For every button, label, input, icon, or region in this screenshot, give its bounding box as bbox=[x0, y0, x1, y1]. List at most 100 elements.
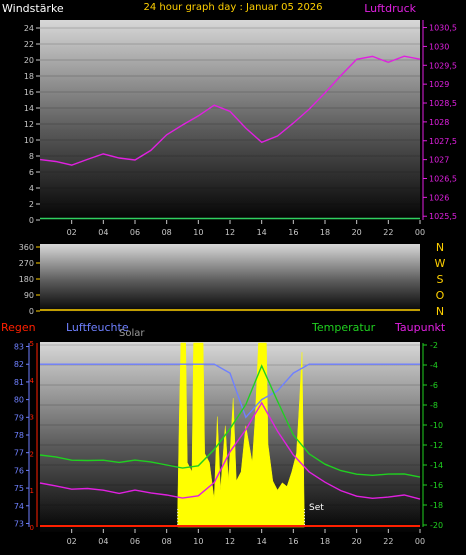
humidity-label: Luftfeuchte bbox=[66, 321, 129, 334]
page-title: 24 hour graph day : Januar 05 2026 bbox=[143, 2, 322, 13]
solar-area bbox=[177, 342, 305, 528]
rain-tick-label: 5 bbox=[30, 340, 34, 348]
temperature-tick-label: -8 bbox=[430, 401, 438, 410]
x-tick-label: 10 bbox=[193, 537, 203, 546]
pressure-label: Luftdruck bbox=[364, 2, 416, 15]
x-tick-label: 00 bbox=[415, 537, 425, 546]
humidity-axis: 73 74 75 76 77 78 79 80 81 82 83 bbox=[14, 343, 30, 528]
wind-speed-label: Windstärke bbox=[2, 2, 64, 15]
y2-tick-label: 1025,5 bbox=[429, 212, 457, 221]
humidity-line bbox=[40, 363, 420, 419]
humidity-tick-label: 83 bbox=[14, 343, 24, 352]
humidity-tick-label: 78 bbox=[14, 431, 24, 440]
temperature-x-axis: 02 04 06 08 10 12 14 16 18 20 22 00 bbox=[67, 529, 425, 546]
x-tick-label: 02 bbox=[67, 228, 77, 237]
x-tick-label: 22 bbox=[383, 537, 393, 546]
humidity-tick-label: 75 bbox=[14, 484, 24, 493]
x-tick-label: 08 bbox=[162, 537, 172, 546]
temperature-series bbox=[39, 363, 421, 527]
compass-label: O bbox=[436, 289, 445, 302]
x-tick-label: 06 bbox=[130, 228, 140, 237]
x-tick-label: 20 bbox=[352, 228, 362, 237]
direction-tick-label: 180 bbox=[19, 275, 34, 284]
x-tick-label: 04 bbox=[98, 228, 108, 237]
humidity-tick-label: 73 bbox=[14, 519, 24, 528]
rain-axis: 0 1 2 3 4 5 bbox=[30, 340, 38, 532]
y-tick-label: 16 bbox=[24, 88, 34, 97]
y-tick-label: 8 bbox=[29, 152, 34, 161]
temperature-tick-label: -10 bbox=[430, 421, 443, 430]
pressure-x-axis: 02 04 06 08 10 12 14 16 18 20 22 00 bbox=[67, 220, 425, 237]
temperature-tick-label: -16 bbox=[430, 481, 443, 490]
y-tick-label: 18 bbox=[24, 72, 34, 81]
wind-direction-plot-area bbox=[40, 244, 420, 312]
direction-tick-label: 270 bbox=[19, 259, 34, 268]
y-tick-label: 20 bbox=[24, 56, 34, 65]
dewpoint-line bbox=[39, 401, 421, 500]
humidity-tick-label: 74 bbox=[14, 502, 24, 511]
x-tick-label: 14 bbox=[257, 537, 267, 546]
temperature-tick-label: -20 bbox=[430, 521, 443, 530]
pressure-plot-area bbox=[40, 20, 420, 220]
temperature-label: Temperatur bbox=[311, 321, 376, 334]
solar-series bbox=[177, 342, 305, 528]
y2-tick-label: 1027,5 bbox=[429, 137, 457, 146]
compass-label: N bbox=[436, 241, 444, 254]
compass-label: N bbox=[436, 305, 444, 318]
sunset-annotation: Set bbox=[309, 503, 324, 513]
y2-tick-label: 1030 bbox=[429, 42, 449, 51]
y-tick-label: 12 bbox=[24, 120, 34, 129]
y2-tick-label: 1028 bbox=[429, 118, 449, 127]
y-tick-label: 24 bbox=[24, 24, 34, 33]
rain-tick-label: 0 bbox=[30, 524, 34, 532]
humidity-tick-label: 81 bbox=[14, 378, 24, 387]
temperature-tick-label: -6 bbox=[430, 381, 438, 390]
humidity-tick-label: 76 bbox=[14, 466, 24, 475]
rain-tick-label: 3 bbox=[30, 414, 34, 422]
y2-tick-label: 1030,5 bbox=[429, 24, 457, 33]
x-tick-label: 12 bbox=[225, 537, 235, 546]
pressure-grid bbox=[40, 27, 420, 221]
compass-label: S bbox=[437, 273, 444, 286]
y-tick-label: 4 bbox=[29, 184, 34, 193]
y2-tick-label: 1026,5 bbox=[429, 174, 457, 183]
y2-tick-label: 1027 bbox=[429, 156, 449, 165]
pressure-series bbox=[39, 55, 421, 220]
x-tick-label: 14 bbox=[257, 228, 267, 237]
y-tick-label: 2 bbox=[29, 200, 34, 209]
temperature-tick-label: -12 bbox=[430, 441, 443, 450]
x-tick-label: 06 bbox=[130, 537, 140, 546]
y2-tick-label: 1029,5 bbox=[429, 61, 457, 70]
wind-direction-axis: 0 90 180 270 360 bbox=[19, 243, 40, 316]
temperature-tick-label: -2 bbox=[430, 341, 438, 350]
y2-tick-label: 1029 bbox=[429, 80, 449, 89]
humidity-tick-label: 79 bbox=[14, 413, 24, 422]
x-tick-label: 00 bbox=[415, 228, 425, 237]
x-tick-label: 02 bbox=[67, 537, 77, 546]
direction-tick-label: 360 bbox=[19, 243, 34, 252]
rain-tick-label: 1 bbox=[30, 487, 34, 495]
y-tick-label: 22 bbox=[24, 40, 34, 49]
compass-label: W bbox=[435, 257, 446, 270]
x-tick-label: 04 bbox=[98, 537, 108, 546]
pressure-line bbox=[39, 55, 421, 166]
x-tick-label: 10 bbox=[193, 228, 203, 237]
y-tick-label: 6 bbox=[29, 168, 34, 177]
pressure-axis: 1025,5 1026 1026,5 1027 1027,5 1028 1028,5 1029… bbox=[422, 20, 457, 221]
rain-tick-label: 4 bbox=[30, 377, 35, 385]
y-tick-label: 10 bbox=[24, 136, 34, 145]
direction-tick-label: 90 bbox=[24, 291, 34, 300]
humidity-tick-label: 82 bbox=[14, 360, 24, 369]
x-tick-label: 20 bbox=[352, 537, 362, 546]
temperature-tick-label: -18 bbox=[430, 501, 443, 510]
x-tick-label: 18 bbox=[320, 537, 330, 546]
direction-tick-label: 0 bbox=[29, 307, 34, 316]
humidity-tick-label: 80 bbox=[14, 396, 24, 405]
dewpoint-label: Taupunkt bbox=[394, 321, 446, 334]
x-tick-label: 16 bbox=[288, 228, 298, 237]
